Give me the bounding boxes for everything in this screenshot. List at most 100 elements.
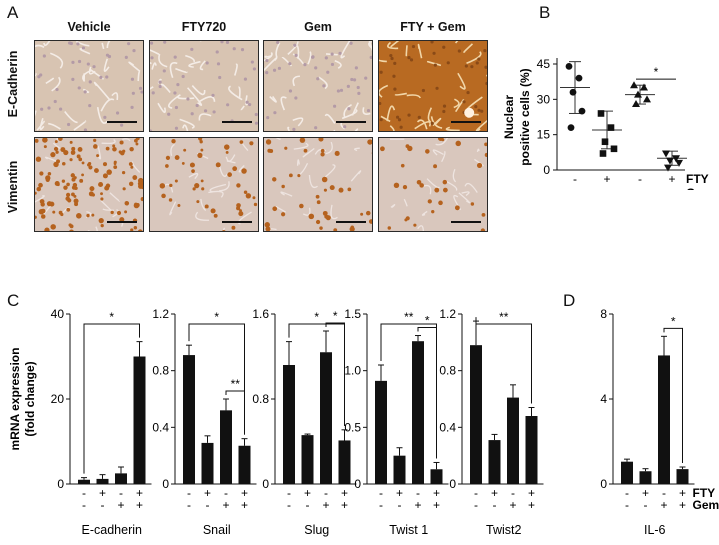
- tissue-fiber: [368, 41, 372, 50]
- cell-nucleus: [357, 91, 361, 95]
- stained-nucleus: [315, 194, 320, 199]
- stained-nucleus: [53, 146, 59, 152]
- stained-nucleus: [81, 161, 85, 165]
- stained-nucleus: [129, 146, 134, 152]
- tissue-fiber: [379, 59, 387, 63]
- significance-label: **: [404, 310, 414, 324]
- stained-nucleus: [39, 171, 44, 176]
- stained-nucleus: [405, 144, 410, 149]
- cell-nucleus: [393, 87, 397, 91]
- stained-nucleus: [443, 187, 448, 193]
- treatment-sign: -: [187, 498, 191, 512]
- stained-nucleus: [121, 171, 126, 175]
- panel-label-c: C: [7, 291, 20, 310]
- tissue-fiber: [35, 110, 37, 117]
- cell-nucleus: [430, 121, 434, 125]
- tissue-fiber: [275, 138, 281, 140]
- data-point: [578, 107, 586, 115]
- stained-nucleus: [55, 150, 59, 154]
- tissue-fiber: [101, 139, 116, 145]
- stained-nucleus: [249, 141, 254, 146]
- stained-nucleus: [303, 148, 308, 153]
- data-point: [634, 90, 642, 98]
- cell-nucleus: [131, 91, 135, 95]
- y-tick-label: 1.2: [439, 307, 456, 321]
- gene-label: Snail: [203, 523, 231, 537]
- stained-nucleus: [177, 204, 181, 208]
- stained-nucleus: [338, 187, 344, 193]
- panel-label-b: B: [539, 3, 551, 22]
- tissue-fiber: [390, 41, 400, 48]
- treatment-sign: -: [573, 172, 577, 186]
- y-tick-label: 0.5: [344, 420, 361, 434]
- treatment-sign: +: [679, 498, 686, 512]
- stained-nucleus: [105, 146, 110, 151]
- stained-nucleus: [76, 154, 81, 159]
- cell-nucleus: [59, 107, 63, 111]
- tissue-fiber: [340, 41, 351, 59]
- cell-nucleus: [485, 81, 487, 86]
- stained-nucleus: [189, 162, 195, 168]
- cell-nucleus: [332, 104, 337, 108]
- bar: [338, 440, 351, 484]
- tissue-fiber: [308, 174, 318, 189]
- stained-nucleus: [35, 156, 42, 162]
- tissue-fiber: [463, 43, 474, 53]
- data-point: [666, 157, 674, 165]
- cell-nucleus: [349, 41, 353, 45]
- stained-nucleus: [225, 150, 229, 154]
- stained-nucleus: [66, 192, 71, 197]
- bar: [507, 397, 519, 484]
- significance-label: *: [671, 314, 676, 328]
- tissue-fiber: [169, 201, 177, 216]
- cell-nucleus: [132, 49, 136, 53]
- stained-nucleus: [71, 146, 76, 151]
- bar: [430, 469, 443, 484]
- micrograph-vim-fty-gem: [378, 137, 488, 232]
- treatment-sign: +: [136, 498, 143, 512]
- cell-nucleus: [442, 104, 447, 108]
- cell-nucleus: [40, 107, 44, 111]
- tissue-background: [264, 41, 372, 131]
- tissue-fiber: [49, 52, 64, 69]
- tissue-fiber: [96, 106, 109, 124]
- stained-nucleus: [265, 139, 272, 145]
- stained-nucleus: [299, 138, 306, 143]
- tissue-fiber: [150, 86, 154, 90]
- y-tick-label: 0.8: [439, 364, 456, 378]
- micrograph-vim-vehicle: [34, 137, 144, 232]
- cell-nucleus: [212, 110, 216, 114]
- significance-bracket: [663, 327, 683, 463]
- stained-nucleus: [124, 200, 130, 206]
- stained-nucleus: [54, 140, 58, 144]
- treatment-sign: -: [324, 486, 328, 500]
- treatment-sign: -: [306, 498, 310, 512]
- tissue-fiber: [233, 63, 238, 76]
- stained-nucleus: [102, 162, 108, 167]
- stained-nucleus: [112, 146, 117, 152]
- tissue-fiber: [168, 94, 181, 109]
- bar: [78, 479, 90, 484]
- stained-nucleus: [119, 140, 124, 145]
- treatment-sign: -: [287, 498, 291, 512]
- bar: [183, 355, 195, 484]
- stained-nucleus: [243, 190, 248, 195]
- cell-nucleus: [77, 86, 81, 90]
- lumen: [464, 107, 475, 118]
- treatment-name: FTY: [693, 486, 716, 500]
- stained-nucleus: [174, 179, 178, 183]
- data-point: [632, 100, 640, 108]
- tissue-fiber: [35, 195, 45, 203]
- stained-nucleus: [66, 182, 70, 187]
- stained-nucleus: [181, 162, 185, 165]
- cell-nucleus: [446, 61, 450, 65]
- stained-nucleus: [400, 163, 405, 168]
- treatment-sign: -: [82, 498, 86, 512]
- treatment-sign: -: [662, 486, 666, 500]
- y-axis-label: mRNA expression (fold change): [8, 348, 37, 451]
- cell-nucleus: [216, 62, 221, 66]
- stained-nucleus: [316, 200, 321, 205]
- tissue-fiber: [150, 61, 152, 65]
